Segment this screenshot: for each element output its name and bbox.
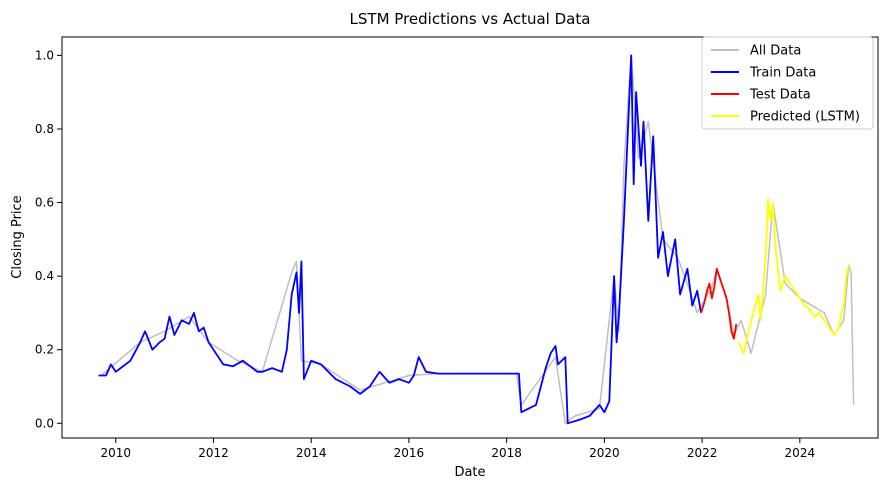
x-tick-label: 2022 [687, 446, 718, 460]
series-line-3 [737, 197, 850, 355]
x-tick-label: 2010 [100, 446, 131, 460]
x-tick-label: 2016 [394, 446, 425, 460]
legend-label: Predicted (LSTM) [750, 110, 860, 125]
y-axis-label: Closing Price [10, 195, 25, 278]
y-tick-label: 0.0 [35, 416, 54, 430]
x-tick-label: 2014 [296, 446, 327, 460]
x-axis-label: Date [454, 465, 485, 480]
x-tick-label: 2018 [491, 446, 522, 460]
legend-label: All Data [750, 44, 801, 59]
y-tick-label: 0.8 [35, 122, 54, 136]
y-tick-label: 0.4 [35, 269, 54, 283]
x-tick-label: 2012 [198, 446, 229, 460]
legend-box [701, 36, 874, 130]
legend: All Data Train Data Test Data Predicted (LS… [701, 36, 874, 130]
legend-label: Test Data [749, 88, 811, 103]
series-line-1 [98, 54, 702, 425]
x-tick-label: 2024 [785, 446, 816, 460]
axes-frame [61, 36, 879, 439]
legend-label: Train Data [749, 66, 816, 81]
chart-title: LSTM Predictions vs Actual Data [350, 10, 591, 28]
plot-lines [98, 54, 855, 425]
y-tick-label: 0.2 [35, 343, 54, 357]
x-axis: 2010 2012 2014 2016 2018 2020 2022 2024 [100, 438, 815, 460]
series-line-2 [700, 267, 738, 340]
series-line-0 [100, 54, 855, 425]
x-tick-label: 2020 [589, 446, 620, 460]
y-tick-label: 0.6 [35, 196, 54, 210]
y-tick-label: 1.0 [35, 48, 54, 62]
y-axis: 0.0 0.2 0.4 0.6 0.8 1.0 [35, 48, 62, 430]
